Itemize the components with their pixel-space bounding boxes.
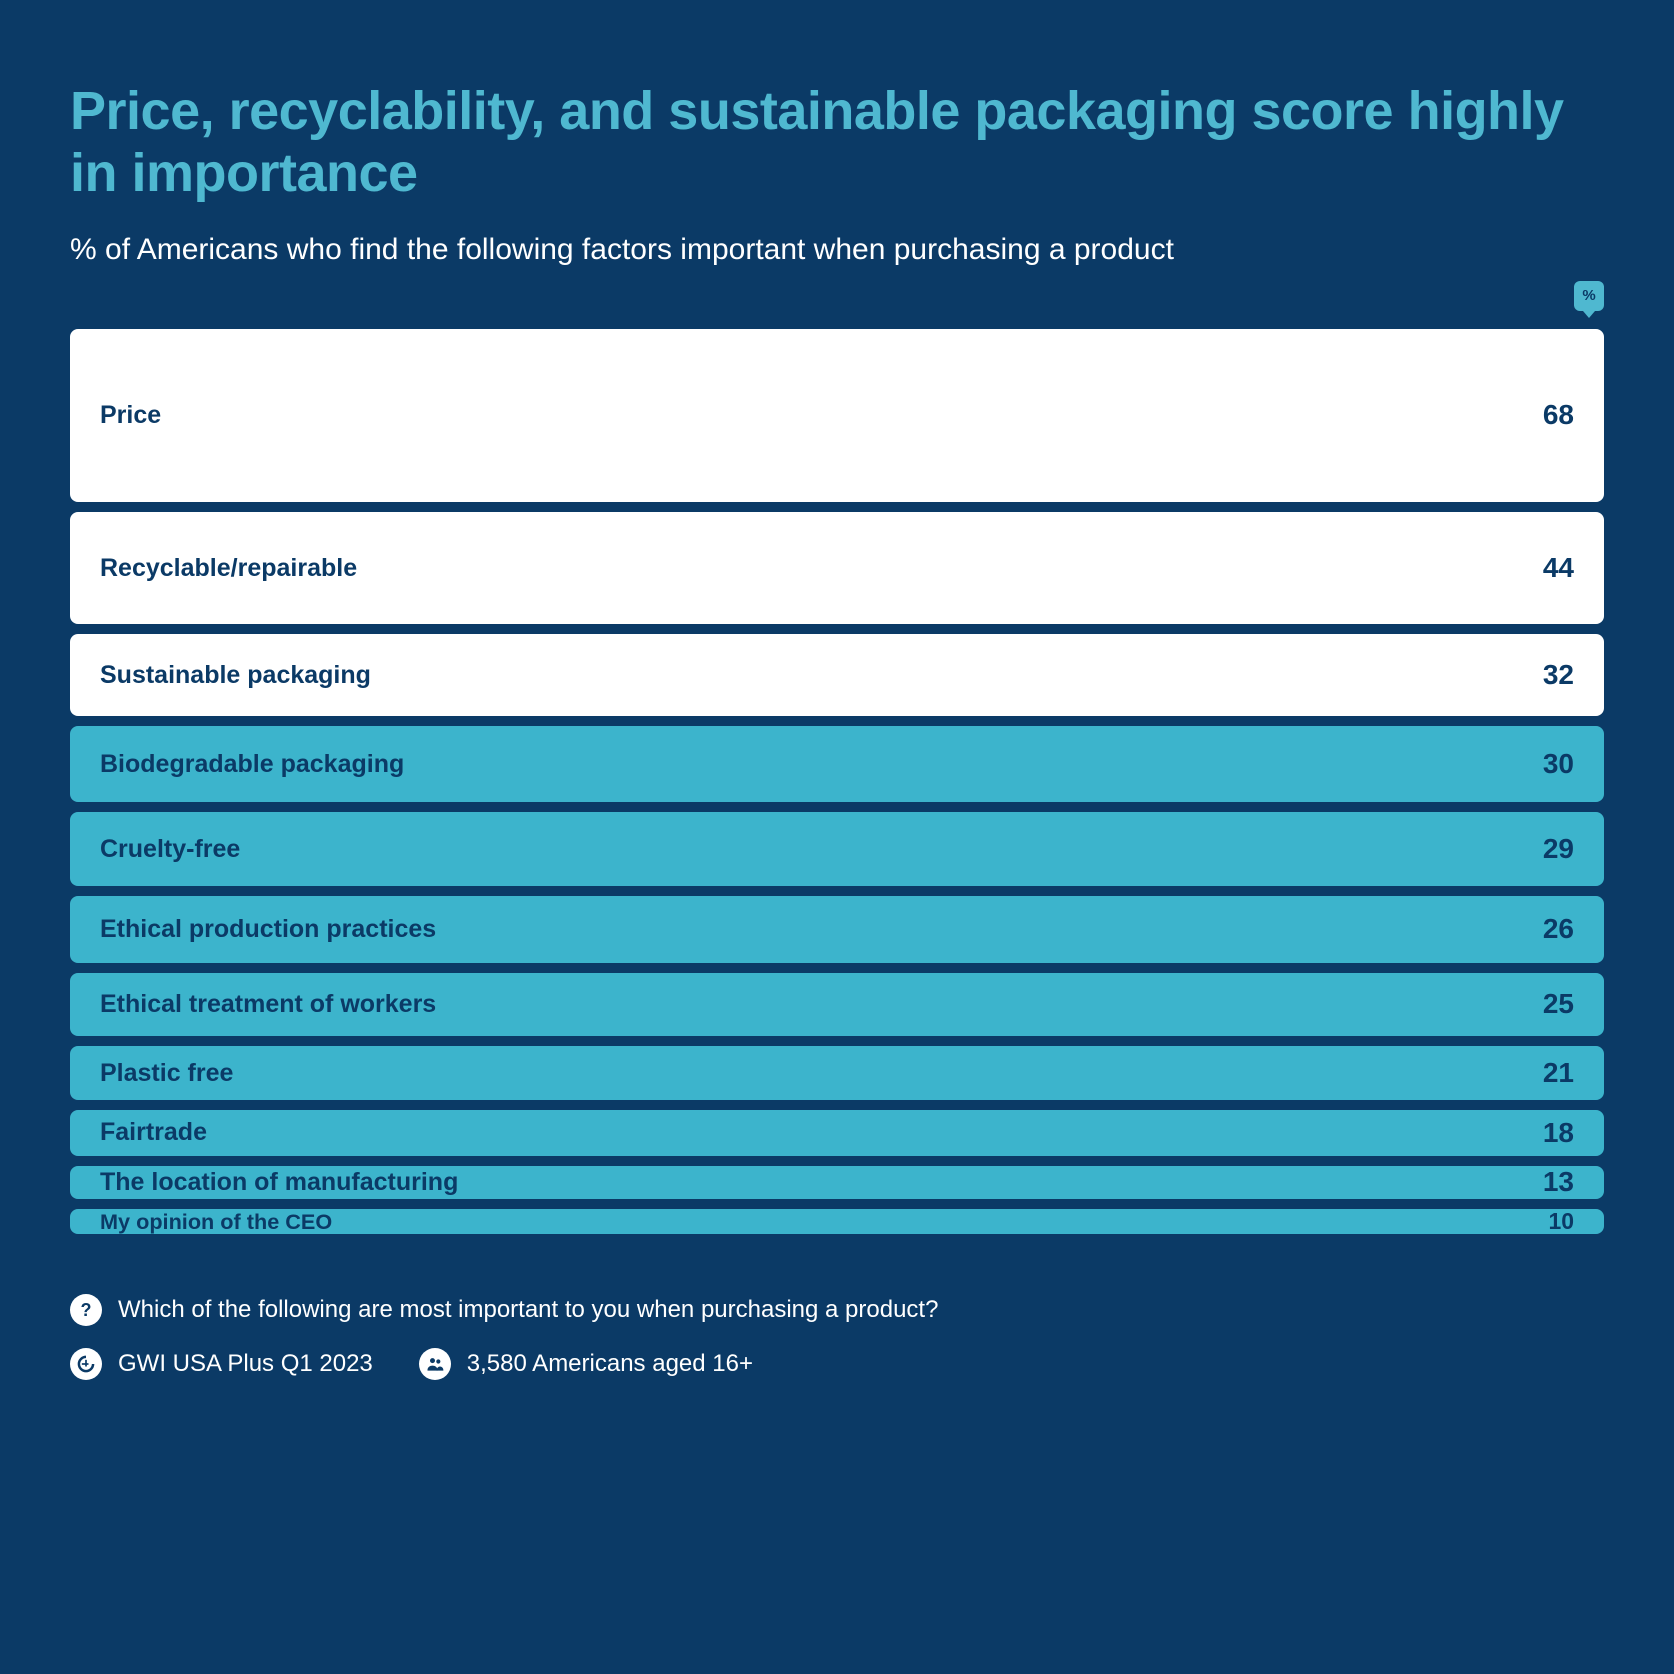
bar-row: Recyclable/repairable 44 [70,512,1604,624]
bar-label: Ethical treatment of workers [100,990,436,1019]
percent-badge-icon: % [1574,281,1604,311]
bar-label: Fairtrade [100,1118,207,1147]
percent-marker-row: % [70,281,1604,321]
bar-value: 68 [1543,399,1574,431]
people-icon [419,1348,451,1380]
bar-row: Biodegradable packaging 30 [70,726,1604,803]
bar-label: My opinion of the CEO [100,1209,332,1235]
bar-label: Cruelty-free [100,835,240,864]
chart-footer: ? Which of the following are most import… [70,1294,1604,1380]
chart-subtitle: % of Americans who find the following fa… [70,230,1604,271]
bar-value: 32 [1543,659,1574,691]
bar-label: Ethical production practices [100,915,436,944]
bar-value: 26 [1543,913,1574,945]
footer-sample: 3,580 Americans aged 16+ [467,1350,753,1378]
bar-row: Fairtrade 18 [70,1110,1604,1156]
bar-value: 10 [1548,1208,1574,1235]
bar-label: Price [100,401,161,430]
bar-label: Sustainable packaging [100,661,371,690]
footer-source: GWI USA Plus Q1 2023 [118,1350,373,1378]
bar-label: The location of manufacturing [100,1168,458,1197]
bar-row: Ethical treatment of workers 25 [70,973,1604,1037]
bar-value: 25 [1543,988,1574,1020]
bar-label: Plastic free [100,1059,233,1088]
bar-label: Recyclable/repairable [100,554,357,583]
bar-value: 44 [1543,552,1574,584]
bar-row: Cruelty-free 29 [70,812,1604,886]
footer-question-row: ? Which of the following are most import… [70,1294,1604,1326]
bar-row: Ethical production practices 26 [70,896,1604,962]
bar-value: 30 [1543,748,1574,780]
bar-value: 13 [1543,1166,1574,1198]
bar-value: 18 [1543,1117,1574,1149]
source-icon [70,1348,102,1380]
bar-row: The location of manufacturing 13 [70,1166,1604,1199]
chart-title: Price, recyclability, and sustainable pa… [70,80,1604,204]
bar-row: Plastic free 21 [70,1046,1604,1100]
bar-row: Sustainable packaging 32 [70,634,1604,716]
bar-value: 29 [1543,833,1574,865]
bar-row: Price 68 [70,329,1604,502]
bar-value: 21 [1543,1057,1574,1089]
footer-meta-row: GWI USA Plus Q1 2023 3,580 Americans age… [70,1348,1604,1380]
bar-label: Biodegradable packaging [100,750,404,779]
bar-chart: Price 68 Recyclable/repairable 44 Sustainabl… [70,329,1604,1235]
bar-row: My opinion of the CEO 10 [70,1209,1604,1235]
footer-question: Which of the following are most importan… [118,1296,938,1324]
question-icon: ? [70,1294,102,1326]
